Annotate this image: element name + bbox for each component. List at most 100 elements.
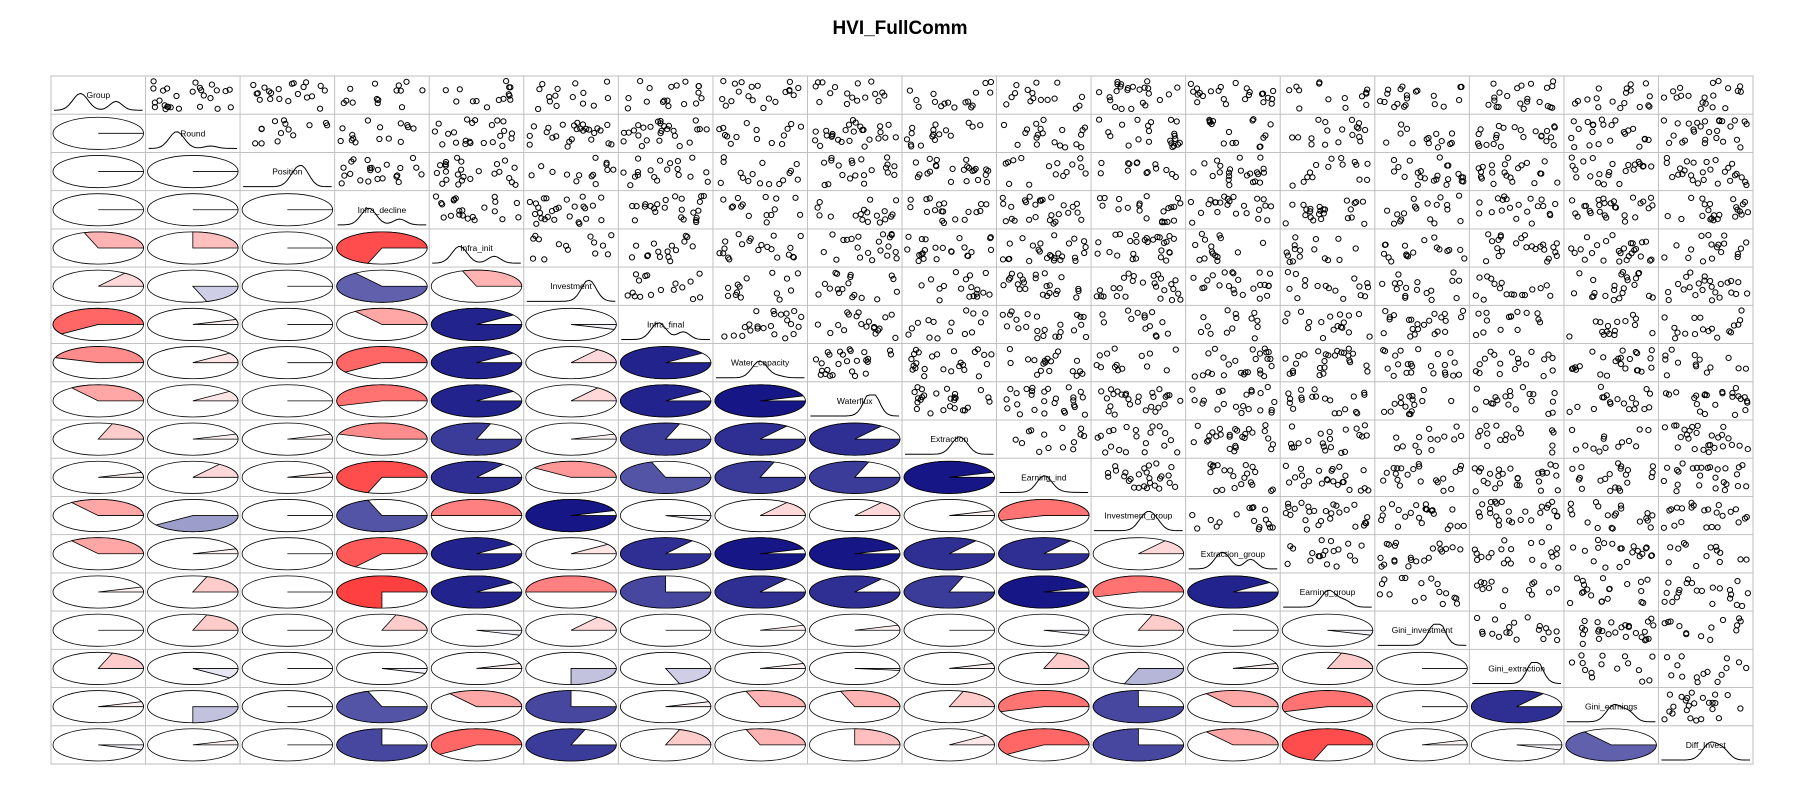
scatter-point: [732, 291, 739, 298]
pie-Diff_Invest-Water_capacity: [714, 728, 806, 762]
panel-cell: [1658, 496, 1754, 536]
scatter-point: [1409, 325, 1416, 333]
diag-Infra_final: Infra_final: [621, 319, 710, 341]
pie-slice: [809, 460, 901, 494]
scatter-point: [1402, 403, 1409, 410]
scatter-point: [1411, 203, 1419, 210]
scatter-point: [1496, 89, 1503, 96]
scatter-point: [1153, 460, 1160, 467]
scatter-point: [1191, 397, 1198, 404]
scatter-point: [1406, 157, 1413, 164]
scatter-point: [1511, 124, 1518, 131]
scatter-point: [782, 88, 789, 96]
scatter-point: [1417, 168, 1424, 175]
scatter-point: [1426, 425, 1433, 432]
scatter-point: [1453, 295, 1460, 302]
scatter-point: [1265, 349, 1272, 356]
diag-Investment: Investment: [526, 279, 616, 302]
scatter-point: [1699, 286, 1706, 294]
scatter-Gini_extraction-Gini_earnings: [1568, 652, 1656, 685]
scatter-point: [1168, 297, 1176, 304]
scatter-Position-Investment: [528, 154, 617, 188]
scatter-point: [908, 325, 916, 332]
scatter-point: [1380, 250, 1388, 257]
scatter-point: [1637, 253, 1644, 260]
scatter-point: [1289, 134, 1296, 141]
scatter-point: [1595, 635, 1603, 643]
scatter-point: [1624, 558, 1631, 566]
scatter-point: [1074, 311, 1081, 318]
pie-Investment_group-Infra_init: [430, 499, 523, 533]
scatter-point: [1063, 169, 1070, 176]
scatter-Position-Investment_group: [1097, 159, 1179, 180]
scatter-point: [1682, 697, 1689, 704]
pie-slice: [619, 384, 712, 418]
scatter-point: [909, 366, 916, 373]
panel-cell: [1658, 266, 1754, 306]
scatter-point: [1174, 141, 1182, 148]
scatter-Investment-Investment_group: [1093, 270, 1184, 304]
scatter-point: [1034, 335, 1041, 342]
scatter-point: [1379, 280, 1386, 287]
scatter-point: [1298, 472, 1306, 479]
scatter-point: [1688, 689, 1695, 696]
scatter-point: [728, 204, 735, 211]
scatter-point: [1678, 653, 1685, 660]
scatter-Earning_group-Gini_extraction: [1474, 578, 1560, 610]
scatter-point: [1577, 246, 1584, 253]
scatter-point: [793, 161, 800, 168]
scatter-point: [1163, 166, 1170, 174]
scatter-point: [1018, 155, 1025, 162]
scatter-point: [696, 126, 703, 133]
panel-cell: [1563, 496, 1659, 536]
scatter-point: [1254, 323, 1261, 330]
scatter-point: [1080, 432, 1088, 440]
scatter-point: [726, 256, 733, 263]
scatter-point: [907, 141, 915, 148]
scatter-point: [1317, 518, 1325, 525]
scatter-point: [503, 78, 510, 85]
scatter-point: [657, 286, 665, 294]
scatter-point: [1697, 123, 1704, 130]
scatter-point: [1033, 134, 1040, 141]
scatter-point: [930, 90, 937, 98]
scatter-point: [1576, 363, 1583, 370]
scatter-point: [941, 100, 948, 107]
scatter-point: [1690, 159, 1697, 166]
pie-slice: [430, 460, 523, 494]
scatter-point: [1508, 546, 1515, 553]
scatter-point: [1196, 89, 1203, 97]
scatter-point: [1595, 85, 1602, 92]
scatter-point: [1511, 619, 1518, 626]
scatter-point: [1125, 270, 1132, 277]
scatter-point: [927, 276, 935, 283]
scatter-point: [397, 120, 404, 127]
scatter-point: [379, 175, 386, 182]
scatter-point: [586, 126, 593, 133]
scatter-point: [1413, 558, 1420, 565]
scatter-point: [1648, 615, 1655, 622]
scatter-point: [347, 85, 354, 92]
pie-Infra_final-Round: [147, 307, 239, 341]
panel-cell: [1468, 343, 1565, 383]
pie-Gini_investment-Investment: [525, 613, 617, 647]
scatter-point: [285, 98, 292, 105]
scatter-point: [1602, 292, 1609, 299]
scatter-point: [1603, 372, 1611, 379]
scatter-point: [1595, 628, 1602, 635]
scatter-Infra_init-Gini_earnings: [1568, 232, 1655, 265]
pie-Infra_final-Investment: [525, 307, 617, 341]
scatter-point: [1126, 160, 1133, 167]
scatter-point: [638, 143, 646, 150]
scatter-point: [1714, 524, 1721, 531]
pie-Position-Group: [52, 155, 144, 189]
scatter-point: [965, 253, 972, 260]
scatter-point: [1609, 540, 1616, 547]
scatter-point: [1208, 370, 1216, 377]
pie-slice: [192, 463, 239, 478]
scatter-point: [1225, 176, 1232, 183]
scatter-point: [1268, 100, 1275, 107]
scatter-point: [1664, 464, 1671, 471]
scatter-point: [1728, 441, 1736, 448]
scatter-point: [987, 235, 994, 242]
